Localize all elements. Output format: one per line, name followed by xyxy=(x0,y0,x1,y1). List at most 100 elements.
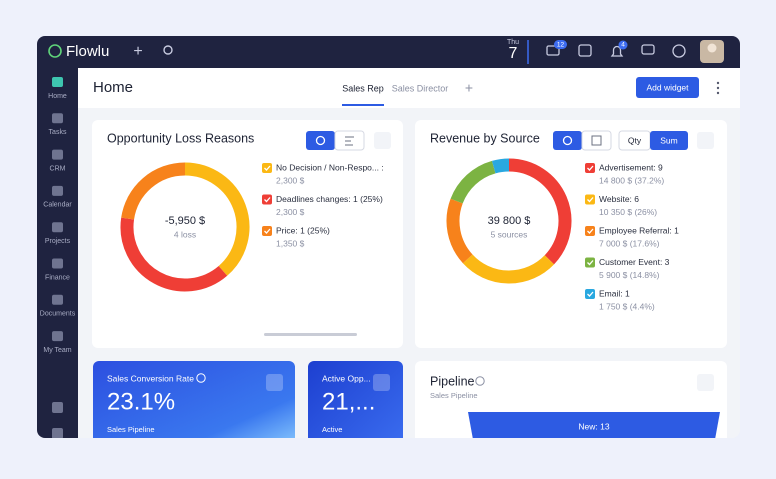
legend-label: Website: 6 xyxy=(599,194,639,204)
legend-checkbox[interactable] xyxy=(585,226,595,236)
card-title: Pipeline xyxy=(430,374,475,388)
nav-icon[interactable] xyxy=(52,331,63,342)
legend-checkbox[interactable] xyxy=(262,194,272,205)
table-view-button[interactable] xyxy=(581,130,612,151)
add-widget-button[interactable] xyxy=(636,77,699,98)
legend-checkbox[interactable] xyxy=(262,163,272,173)
nav-label[interactable]: CRM xyxy=(50,165,66,172)
chat-icon[interactable] xyxy=(641,44,655,55)
nav-label[interactable]: Projects xyxy=(45,238,71,245)
donut-total: -5,950 $ xyxy=(165,215,205,227)
tab[interactable]: Sales Rep xyxy=(342,83,384,93)
nav-icon[interactable] xyxy=(52,185,63,196)
mail-icon[interactable] xyxy=(546,45,560,56)
legend-checkbox[interactable] xyxy=(262,226,272,236)
legend-checkbox[interactable] xyxy=(585,194,595,205)
scrollbar[interactable] xyxy=(264,333,357,336)
check-mark xyxy=(587,165,594,171)
nav-label[interactable]: Calendar xyxy=(43,202,72,209)
drag-handle[interactable] xyxy=(266,374,283,391)
legend-label: Price: 1 (25%) xyxy=(276,225,330,235)
donut-caption: 5 sources xyxy=(491,229,528,239)
logo[interactable]: Flowlu xyxy=(66,43,109,60)
check-mark xyxy=(587,291,594,297)
kpi-title: Sales Conversion Rate xyxy=(107,373,194,383)
nav-label[interactable]: My Team xyxy=(43,347,71,354)
legend-value: 5 900 $ (14.8%) xyxy=(599,270,660,280)
legend-value: 10 350 $ (26%) xyxy=(599,207,657,217)
legend-value: 14 800 $ (37.2%) xyxy=(599,175,664,185)
nav-icon[interactable] xyxy=(52,258,63,269)
legend-label: Employee Referral: 1 xyxy=(599,225,679,235)
card-title: Revenue by Source xyxy=(430,131,540,145)
nav-icon[interactable] xyxy=(52,428,63,439)
more-menu[interactable] xyxy=(716,81,720,95)
nav-label[interactable]: Home xyxy=(48,93,67,100)
kpi-card xyxy=(93,361,295,438)
chart-view-button[interactable] xyxy=(306,131,335,150)
help-icon[interactable] xyxy=(672,44,686,58)
button-label[interactable]: Add widget xyxy=(646,82,689,92)
info-icon[interactable] xyxy=(196,373,206,383)
nav-icon[interactable] xyxy=(52,294,63,305)
nav-icon[interactable] xyxy=(52,77,63,87)
sidebar xyxy=(37,68,78,438)
donut-segment xyxy=(450,160,496,204)
nav-label[interactable]: Tasks xyxy=(49,129,67,136)
legend-checkbox[interactable] xyxy=(585,289,595,299)
notes-icon[interactable] xyxy=(578,44,592,57)
toggle-label[interactable]: Qty xyxy=(628,135,642,145)
nav-icon[interactable] xyxy=(52,402,63,413)
add-tab[interactable]: + xyxy=(465,80,473,96)
drag-handle[interactable] xyxy=(697,132,714,149)
nav-icon[interactable] xyxy=(52,149,63,160)
badge xyxy=(618,40,628,50)
check-mark xyxy=(587,197,594,203)
nav-icon[interactable] xyxy=(52,222,63,233)
chart-view-button[interactable] xyxy=(553,131,582,150)
donut-caption: 4 loss xyxy=(174,229,196,239)
info-icon[interactable] xyxy=(475,376,485,386)
legend-checkbox[interactable] xyxy=(585,257,595,268)
legend-label: No Decision / Non-Respo... : xyxy=(276,162,384,172)
kpi-footer: Active xyxy=(322,425,342,434)
icon xyxy=(315,135,326,146)
date-number[interactable]: 7 xyxy=(509,45,518,62)
bell-icon[interactable] xyxy=(610,45,624,57)
sum-toggle[interactable] xyxy=(650,131,688,150)
sidebar-items: Home Tasks CRM Calendar Projects Finance Docum… xyxy=(40,77,76,439)
donut-segment xyxy=(508,158,572,265)
legend-value: 1,350 $ xyxy=(276,238,305,248)
page-title: Home xyxy=(93,79,133,96)
legend-value: 2,300 $ xyxy=(276,175,305,185)
icon xyxy=(591,135,602,146)
toggle-label[interactable]: Sum xyxy=(660,135,677,145)
drag-handle[interactable] xyxy=(374,132,391,149)
card xyxy=(415,120,727,348)
drag-handle[interactable] xyxy=(373,374,390,391)
drag-handle[interactable] xyxy=(697,374,714,391)
nav-icon[interactable] xyxy=(52,113,63,124)
search-icon[interactable] xyxy=(163,45,173,55)
donut-segment xyxy=(120,217,228,292)
legend-checkbox[interactable] xyxy=(585,163,595,173)
date-day: Thu xyxy=(507,39,519,46)
mail-badge: 12 xyxy=(557,42,565,49)
add-icon[interactable]: + xyxy=(133,43,142,60)
check-mark xyxy=(587,260,594,266)
legend-label: Advertisement: 9 xyxy=(599,162,663,172)
icon xyxy=(345,136,354,146)
donut-chart: No Decision / Non-Respo... : 2,300 $ Deadl… xyxy=(120,162,384,292)
check-mark xyxy=(264,165,271,171)
check-mark xyxy=(264,228,271,234)
kpi-title: Active Opp... xyxy=(322,373,371,383)
legend-label: Customer Event: 3 xyxy=(599,257,670,267)
legend-value: 1 750 $ (4.4%) xyxy=(599,301,655,311)
funnel-stage xyxy=(468,412,720,438)
nav-label[interactable]: Finance xyxy=(45,274,70,281)
app-frame: Flowlu + Thu 7 12 4 Home Tasks CRM Calendar… xyxy=(37,36,740,439)
kpi-value: 23.1% xyxy=(107,388,175,415)
tab[interactable]: Sales Director xyxy=(392,83,449,93)
nav-label[interactable]: Documents xyxy=(40,311,76,318)
